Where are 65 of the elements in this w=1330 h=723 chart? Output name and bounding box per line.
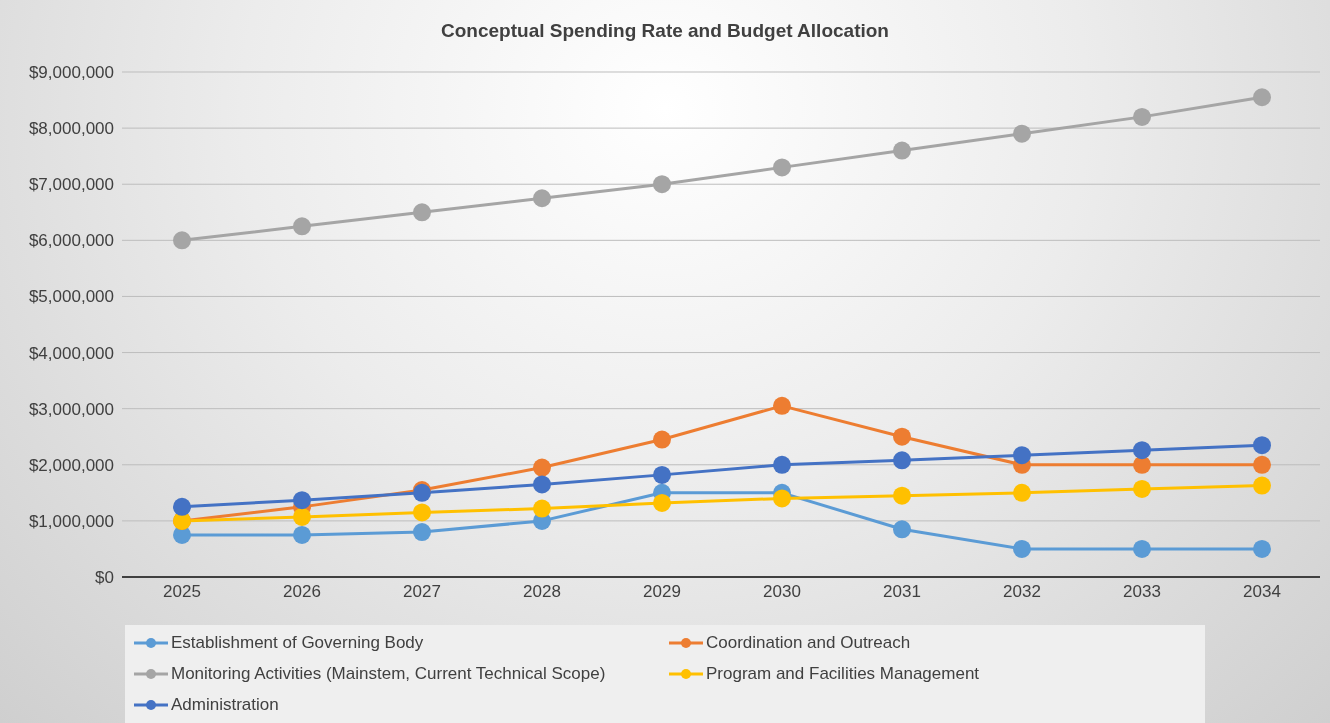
point <box>1253 436 1271 455</box>
y-tick-label: $5,000,000 <box>28 287 114 307</box>
y-tick-label: $3,000,000 <box>28 399 114 419</box>
legend-label: Establishment of Governing Body <box>171 632 424 653</box>
x-tick-label: 2029 <box>643 582 681 602</box>
point <box>533 458 551 477</box>
legend-label: Coordination and Outreach <box>706 632 911 653</box>
point <box>293 491 311 510</box>
point <box>893 141 911 160</box>
point <box>1133 107 1151 126</box>
x-tick-label: 2026 <box>283 582 321 602</box>
x-tick-label: 2025 <box>163 582 201 602</box>
legend-label: Program and Facilities Management <box>706 663 980 684</box>
y-tick-label: $7,000,000 <box>28 175 114 195</box>
point <box>173 231 191 250</box>
point <box>1013 539 1031 558</box>
x-tick-label: 2034 <box>1243 582 1281 602</box>
x-tick-label: 2027 <box>403 582 441 602</box>
legend-label: Administration <box>171 694 279 715</box>
y-tick-label: $2,000,000 <box>28 455 114 475</box>
x-tick-label: 2031 <box>883 582 921 602</box>
point <box>653 465 671 484</box>
y-tick-label: $9,000,000 <box>28 63 114 83</box>
y-tick-label: $4,000,000 <box>28 343 114 363</box>
point <box>1133 539 1151 558</box>
legend-label: Monitoring Activities (Mainstem, Current Technical Scope) <box>171 663 606 684</box>
y-tick-label: $8,000,000 <box>28 119 114 139</box>
point <box>1133 441 1151 460</box>
point <box>173 497 191 516</box>
point <box>533 189 551 208</box>
point <box>1013 483 1031 502</box>
point <box>1253 88 1271 107</box>
point <box>533 499 551 518</box>
point <box>1133 479 1151 498</box>
point <box>1253 455 1271 474</box>
x-tick-label: 2033 <box>1123 582 1161 602</box>
y-tick-label: $1,000,000 <box>28 511 114 531</box>
point <box>893 486 911 505</box>
y-tick-label: $0 <box>95 568 114 588</box>
point <box>413 523 431 542</box>
x-tick-label: 2028 <box>523 582 561 602</box>
point <box>293 525 311 544</box>
point <box>653 493 671 512</box>
point <box>893 520 911 539</box>
point <box>293 507 311 526</box>
point <box>773 158 791 177</box>
point <box>1013 124 1031 143</box>
point <box>893 427 911 446</box>
point <box>1013 446 1031 465</box>
point <box>653 430 671 449</box>
point <box>533 475 551 494</box>
chart-title: Conceptual Spending Rate and Budget Allocation <box>440 20 890 42</box>
x-tick-label: 2030 <box>763 582 801 602</box>
point <box>1253 476 1271 495</box>
point <box>293 217 311 236</box>
point <box>893 451 911 470</box>
x-tick-label: 2032 <box>1003 582 1041 602</box>
point <box>413 503 431 522</box>
point <box>773 396 791 415</box>
point <box>1253 539 1271 558</box>
point <box>773 489 791 508</box>
point <box>773 455 791 474</box>
y-tick-label: $6,000,000 <box>28 231 114 251</box>
point <box>413 203 431 222</box>
point <box>653 175 671 194</box>
